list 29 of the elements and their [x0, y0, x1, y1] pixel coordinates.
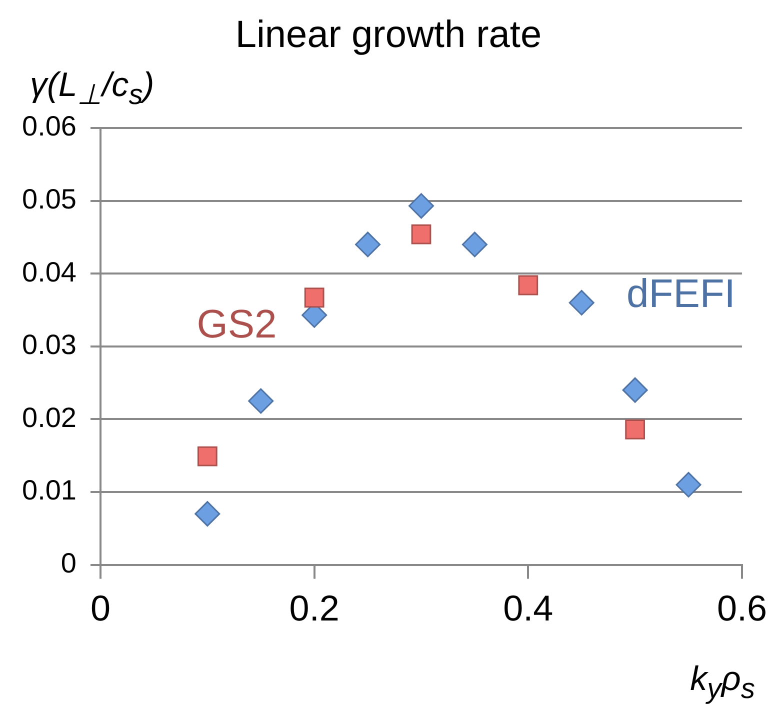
point: [462, 232, 488, 258]
x-tick-label: 0.6: [716, 587, 767, 628]
point: [355, 232, 381, 258]
y-tick-label: 0.05: [22, 184, 76, 215]
y-tick-label: 0: [60, 548, 76, 579]
x-tick-label: 0.2: [289, 587, 340, 628]
point: [197, 446, 218, 466]
x-tick-label: 0: [90, 587, 111, 628]
point: [622, 377, 648, 403]
point: [676, 472, 702, 498]
point: [248, 388, 274, 414]
point: [518, 275, 538, 296]
point: [625, 419, 646, 440]
y-tick-label: 0.01: [22, 474, 76, 506]
point: [568, 290, 594, 316]
y-tick-label: 0.02: [22, 402, 76, 433]
point: [411, 224, 432, 244]
y-axis-title: γ(L$_{⊥}$/c$_{s}$): [30, 66, 154, 112]
x-tick-label: 0.4: [503, 587, 554, 628]
point: [194, 501, 220, 527]
point: [304, 288, 324, 308]
series-label: dFEFI: [626, 272, 736, 316]
chart-title: Linear growth rate: [234, 14, 543, 57]
y-tick-label: 0.06: [22, 110, 76, 142]
point: [408, 193, 434, 219]
y-tick-label: 0.03: [22, 329, 76, 360]
x-axis-title: k$_{y}$ρ$_{s}$: [690, 660, 755, 706]
y-tick-label: 0.04: [22, 256, 76, 288]
series-label: GS2: [196, 302, 277, 346]
